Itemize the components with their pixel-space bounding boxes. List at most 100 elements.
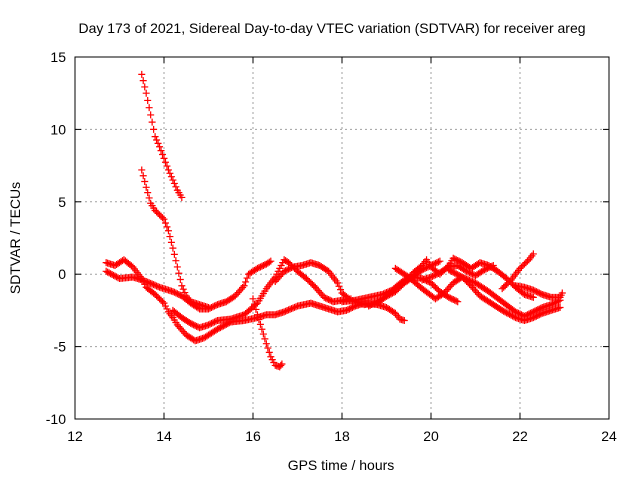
data-point (461, 274, 469, 282)
data-point (205, 321, 212, 329)
data-point (526, 309, 534, 317)
data-point (369, 300, 377, 308)
data-point (261, 335, 269, 343)
data-point (529, 286, 537, 294)
data-point (510, 313, 518, 321)
data-point (347, 304, 355, 312)
data-point (535, 289, 543, 297)
grid (75, 57, 609, 419)
x-tick-label: 24 (601, 428, 617, 444)
data-point (233, 290, 241, 298)
data-point (142, 183, 150, 191)
data-point (452, 297, 460, 305)
data-point (280, 308, 288, 316)
data-point (215, 324, 223, 332)
data-point (449, 254, 457, 262)
data-point (273, 276, 281, 284)
data-point (102, 267, 110, 275)
data-point (207, 319, 215, 327)
data-point (512, 308, 520, 316)
data-point (342, 306, 350, 314)
data-point (482, 265, 490, 273)
data-point (138, 70, 146, 78)
data-point (145, 279, 153, 287)
data-point (216, 324, 224, 332)
data-point (400, 317, 408, 325)
data-point (145, 104, 153, 112)
data-point (366, 301, 374, 309)
data-point (104, 268, 112, 276)
data-point (166, 233, 174, 241)
data-point (428, 261, 436, 269)
data-point (170, 250, 178, 258)
data-point (166, 169, 174, 177)
data-point (256, 320, 264, 328)
data-point (265, 348, 273, 356)
data-point (240, 282, 248, 290)
data-point (464, 268, 472, 276)
data-point (489, 262, 497, 270)
data-point (210, 302, 218, 310)
data-point (427, 273, 435, 281)
data-point (239, 283, 247, 291)
data-point (463, 275, 471, 283)
data-point (473, 289, 481, 297)
data-point (151, 281, 159, 289)
data-point (286, 264, 294, 272)
data-point (323, 295, 331, 303)
data-point (451, 296, 459, 304)
data-point (148, 280, 156, 288)
data-point (161, 219, 169, 227)
data-point (380, 290, 388, 298)
data-point (507, 311, 515, 319)
data-point (486, 263, 494, 271)
data-point (457, 272, 465, 280)
data-point (443, 286, 451, 294)
data-point (520, 312, 528, 320)
data-point (531, 287, 539, 295)
data-point (139, 77, 147, 85)
data-point (445, 293, 453, 301)
data-point (190, 321, 198, 329)
data-point (523, 257, 531, 265)
x-tick-label: 18 (334, 428, 350, 444)
data-point (288, 305, 296, 313)
data-point (470, 285, 478, 293)
data-point (504, 310, 512, 318)
data-point (280, 267, 288, 275)
data-point (535, 305, 543, 313)
data-point (144, 189, 152, 197)
data-point (385, 287, 393, 295)
data-point (234, 289, 242, 297)
data-point (153, 282, 161, 290)
data-point (452, 256, 460, 264)
data-point (531, 307, 539, 315)
data-point (175, 290, 183, 298)
data-point (428, 272, 436, 280)
data-point (160, 215, 168, 223)
data-point (467, 269, 475, 277)
data-point (443, 292, 451, 300)
data-point (170, 288, 178, 296)
data-point (164, 166, 172, 174)
data-point (311, 283, 319, 291)
data-point (138, 166, 146, 174)
y-tick-label: -10 (46, 411, 66, 427)
data-point (449, 268, 457, 276)
data-point (513, 309, 521, 317)
data-point (242, 278, 250, 286)
data-point (426, 262, 434, 270)
data-point (258, 262, 266, 270)
data-point (178, 282, 186, 290)
data-point (448, 295, 456, 303)
data-point (461, 266, 469, 274)
data-point (443, 264, 451, 272)
data-point (326, 296, 334, 304)
data-point (161, 158, 169, 166)
series-arc-6 (169, 256, 355, 332)
data-point (147, 279, 155, 287)
data-point (310, 282, 318, 290)
data-point (173, 290, 181, 298)
data-point (169, 244, 177, 252)
